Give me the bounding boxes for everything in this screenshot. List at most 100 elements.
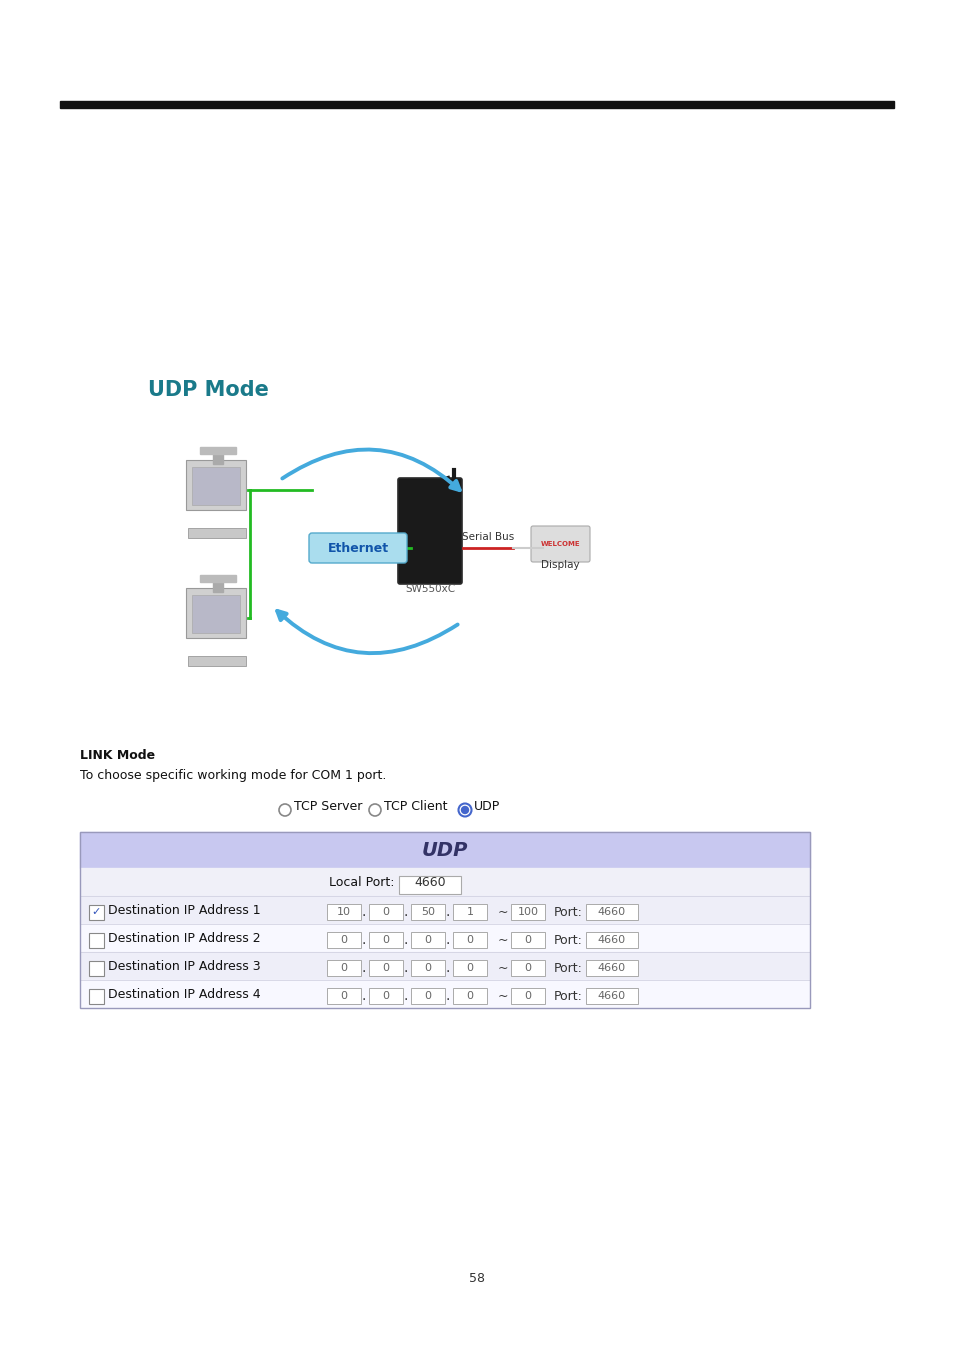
Text: 4660: 4660 (414, 876, 445, 888)
FancyBboxPatch shape (309, 533, 407, 563)
Text: 0: 0 (466, 936, 473, 945)
Text: Display: Display (540, 560, 579, 570)
FancyBboxPatch shape (511, 904, 544, 919)
Text: Port:: Port: (554, 906, 582, 918)
FancyBboxPatch shape (89, 990, 104, 1004)
FancyBboxPatch shape (397, 478, 461, 585)
FancyBboxPatch shape (511, 988, 544, 1004)
FancyBboxPatch shape (186, 589, 246, 639)
Text: 4660: 4660 (598, 963, 625, 973)
Text: UDP: UDP (421, 841, 468, 860)
Bar (200, 447, 235, 454)
Text: 58: 58 (469, 1272, 484, 1285)
FancyBboxPatch shape (585, 931, 638, 948)
Text: 0: 0 (340, 991, 347, 1000)
Bar (80, 832, 809, 1008)
Bar (80, 832, 809, 868)
Text: 0: 0 (466, 991, 473, 1000)
FancyBboxPatch shape (411, 960, 444, 976)
Text: ✓: ✓ (91, 907, 101, 917)
Text: .: . (446, 961, 450, 975)
Text: ~: ~ (497, 906, 508, 918)
Text: 0: 0 (382, 907, 389, 917)
FancyArrowPatch shape (282, 450, 459, 490)
FancyBboxPatch shape (398, 876, 460, 894)
FancyBboxPatch shape (327, 904, 360, 919)
FancyBboxPatch shape (89, 961, 104, 976)
Text: Destination IP Address 4: Destination IP Address 4 (108, 987, 260, 1000)
FancyArrowPatch shape (277, 612, 457, 653)
FancyBboxPatch shape (453, 988, 486, 1004)
Text: .: . (361, 933, 366, 946)
Text: 4660: 4660 (598, 907, 625, 917)
FancyBboxPatch shape (453, 931, 486, 948)
Text: LINK Mode: LINK Mode (80, 749, 155, 761)
FancyBboxPatch shape (369, 931, 402, 948)
FancyBboxPatch shape (585, 960, 638, 976)
Text: 100: 100 (517, 907, 537, 917)
FancyBboxPatch shape (453, 960, 486, 976)
Text: UDP Mode: UDP Mode (148, 379, 269, 400)
Text: ~: ~ (497, 933, 508, 946)
Bar (80, 980, 809, 1008)
Text: UDP: UDP (474, 799, 499, 813)
Text: ~: ~ (497, 990, 508, 1003)
Text: ~: ~ (497, 961, 508, 975)
FancyBboxPatch shape (192, 595, 240, 633)
Text: 0: 0 (424, 936, 431, 945)
Text: 0: 0 (524, 991, 531, 1000)
Text: Port:: Port: (554, 933, 582, 946)
Text: .: . (361, 961, 366, 975)
FancyBboxPatch shape (327, 931, 360, 948)
FancyBboxPatch shape (585, 988, 638, 1004)
FancyBboxPatch shape (411, 931, 444, 948)
Text: 0: 0 (382, 963, 389, 973)
Text: Serial Bus: Serial Bus (461, 532, 514, 541)
Bar (213, 580, 223, 593)
FancyBboxPatch shape (531, 526, 589, 562)
Text: 0: 0 (424, 963, 431, 973)
FancyBboxPatch shape (188, 528, 246, 539)
FancyBboxPatch shape (369, 904, 402, 919)
Bar (200, 575, 235, 582)
Text: 4660: 4660 (598, 936, 625, 945)
Text: To choose specific working mode for COM 1 port.: To choose specific working mode for COM … (80, 769, 386, 782)
Text: Port:: Port: (554, 961, 582, 975)
Text: .: . (446, 933, 450, 946)
Text: 0: 0 (466, 963, 473, 973)
Text: 50: 50 (420, 907, 435, 917)
Text: 1: 1 (466, 907, 473, 917)
FancyBboxPatch shape (327, 988, 360, 1004)
Text: .: . (403, 990, 408, 1003)
Text: TCP Client: TCP Client (384, 799, 447, 813)
FancyBboxPatch shape (327, 960, 360, 976)
Circle shape (461, 806, 468, 814)
FancyBboxPatch shape (192, 467, 240, 505)
Text: 0: 0 (424, 991, 431, 1000)
Text: 0: 0 (382, 936, 389, 945)
Text: .: . (446, 904, 450, 919)
FancyBboxPatch shape (411, 904, 444, 919)
Bar (80, 868, 809, 896)
FancyBboxPatch shape (188, 656, 246, 666)
FancyBboxPatch shape (369, 988, 402, 1004)
Text: .: . (361, 990, 366, 1003)
Text: 0: 0 (340, 963, 347, 973)
Text: .: . (403, 961, 408, 975)
Text: Local Port:: Local Port: (329, 876, 395, 888)
Bar (213, 452, 223, 464)
Text: .: . (361, 904, 366, 919)
FancyBboxPatch shape (411, 988, 444, 1004)
FancyBboxPatch shape (89, 933, 104, 948)
Text: Destination IP Address 1: Destination IP Address 1 (108, 903, 260, 917)
FancyBboxPatch shape (453, 904, 486, 919)
Text: 10: 10 (336, 907, 351, 917)
Text: Port:: Port: (554, 990, 582, 1003)
Text: WELCOME: WELCOME (540, 541, 579, 547)
Text: Destination IP Address 2: Destination IP Address 2 (108, 931, 260, 945)
Text: SW550xC: SW550xC (404, 585, 455, 594)
Bar (80, 896, 809, 923)
Bar (80, 923, 809, 952)
Text: 0: 0 (340, 936, 347, 945)
Text: .: . (403, 933, 408, 946)
